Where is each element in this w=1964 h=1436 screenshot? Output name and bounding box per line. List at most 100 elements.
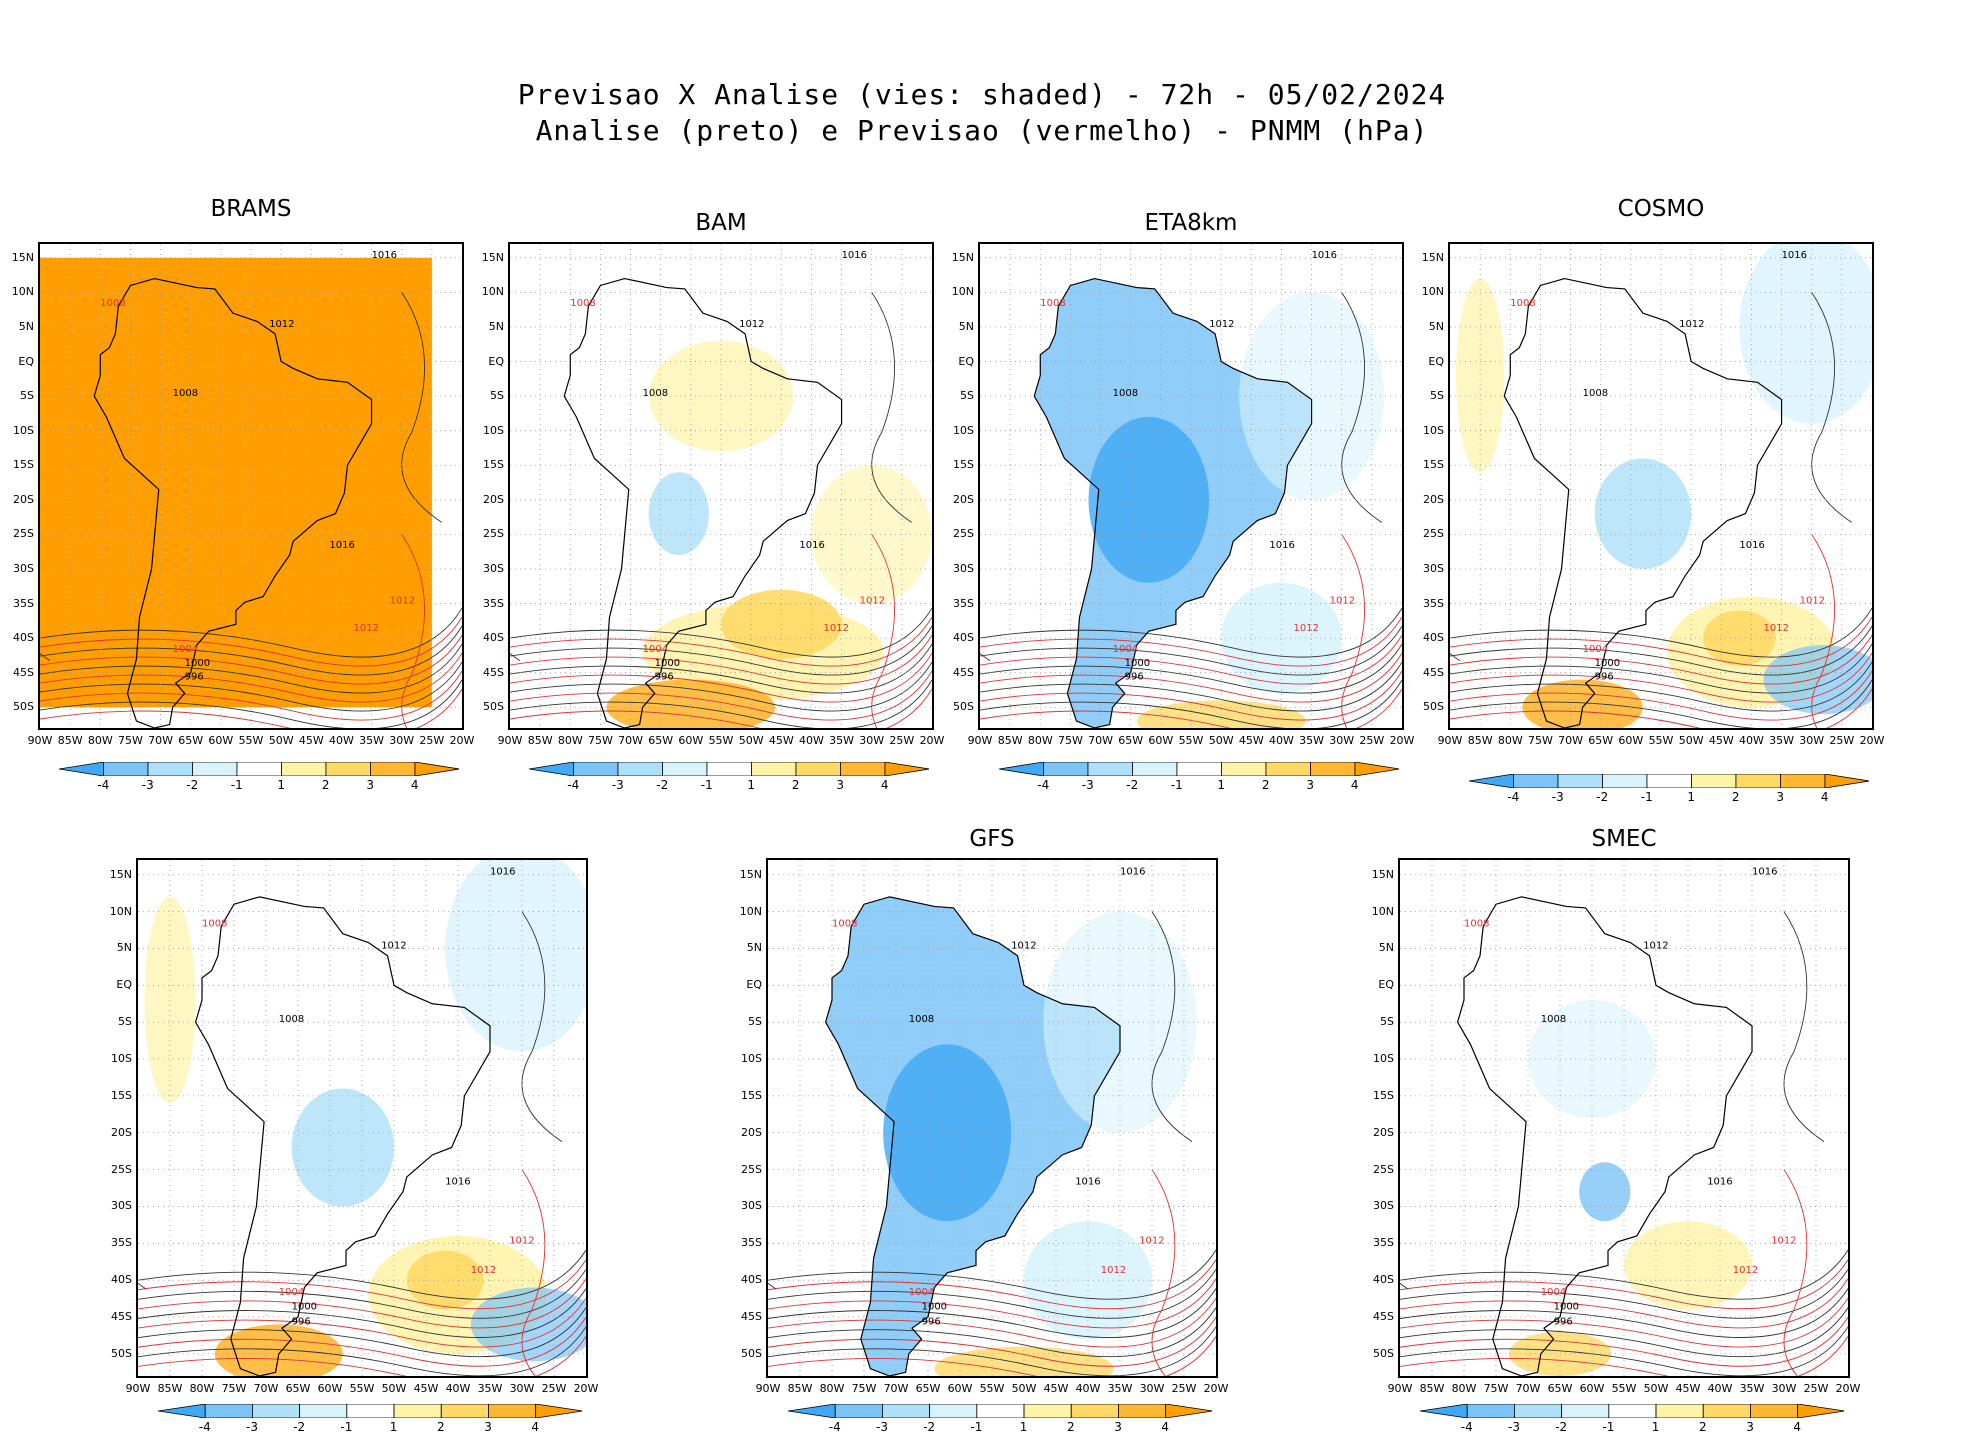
lat-tick-label: 10S <box>1373 1052 1394 1066</box>
lat-tick-label: 40S <box>1423 631 1444 645</box>
lat-tick-label: 45S <box>483 665 504 679</box>
colorbar-segment <box>1309 762 1356 776</box>
isobar-line <box>980 607 1402 658</box>
lon-tick-label: 90W <box>27 734 53 747</box>
lon-tick-label: 45W <box>413 1382 439 1395</box>
lon-tick-label: 50W <box>1643 1382 1669 1395</box>
lat-tick-label: EQ <box>488 354 504 368</box>
lon-tick-label: 75W <box>587 734 613 747</box>
isobar-line <box>768 1317 1216 1367</box>
colorbar-label: -2 <box>293 1420 306 1434</box>
isobar-line <box>1450 652 1872 703</box>
contour-label: 1004 <box>1583 644 1608 655</box>
isobar-line <box>138 1297 586 1348</box>
isobar-line <box>40 688 462 728</box>
colorbar-segment <box>787 1404 836 1418</box>
contour-label: 1008 <box>1113 388 1138 399</box>
bias-shade <box>648 472 709 556</box>
lat-tick-label: 50S <box>741 1346 762 1360</box>
lon-tick-label: 55W <box>1611 1382 1637 1395</box>
lon-tick-label: 70W <box>618 734 643 747</box>
lat-tick-label: 5S <box>20 389 34 403</box>
bias-shade <box>1703 610 1776 666</box>
lon-tick-label: 85W <box>1467 734 1493 747</box>
lon-tick-label: 55W <box>349 1382 375 1395</box>
contour-label: 1012 <box>471 1265 496 1276</box>
panel-title: SMEC <box>1591 826 1657 852</box>
lat-tick-label: 40S <box>1373 1273 1394 1287</box>
colorbar-segment <box>1466 1404 1515 1418</box>
lon-tick-label: 40W <box>1707 1382 1733 1395</box>
contour-label: 1000 <box>1595 658 1620 669</box>
isobar-line <box>768 1278 1216 1329</box>
colorbar-label: -4 <box>1460 1420 1473 1434</box>
colorbar-label: -2 <box>186 778 199 792</box>
colorbar-segment <box>204 1404 253 1418</box>
bias-shade <box>1594 458 1692 569</box>
lon-tick-label: 70W <box>253 1382 279 1395</box>
isobar-line <box>40 679 462 728</box>
lat-tick-label: 35S <box>741 1236 762 1250</box>
colorbar-label: 2 <box>321 778 330 792</box>
lat-tick-label: 35S <box>483 596 504 610</box>
panel-title: BAM <box>695 210 747 236</box>
lon-tick-label: 60W <box>208 734 234 747</box>
contour-label: 1012 <box>381 940 406 951</box>
lon-tick-label: 30W <box>1771 1382 1797 1395</box>
colorbar-label: -4 <box>198 1420 211 1434</box>
contour-label: 1004 <box>1113 644 1138 655</box>
lat-tick-label: 20S <box>1423 492 1444 506</box>
lon-tick-label: 80W <box>819 1382 845 1395</box>
lat-tick-label: 10N <box>481 285 504 299</box>
colorbar-segment <box>487 1404 536 1418</box>
lon-tick-label: 65W <box>178 734 204 747</box>
lon-tick-label: 20W <box>1389 734 1415 747</box>
lon-tick-label: 50W <box>1678 734 1704 747</box>
contour-label: 1008 <box>1583 388 1608 399</box>
lat-tick-label: 10S <box>953 423 974 437</box>
map-svg: 1008 1012 1016 1012 1008 1016 1004 1000 996 1012 <box>40 244 462 728</box>
colorbar-label: -4 <box>828 1420 841 1434</box>
lat-tick-label: 5N <box>1378 941 1394 955</box>
contour-label: 1012 <box>860 596 885 607</box>
colorbar-segment <box>834 1404 883 1418</box>
bias-shade <box>214 1324 343 1376</box>
lat-tick-label: 25S <box>953 527 974 541</box>
contour-label: 1008 <box>1541 1014 1566 1025</box>
colorbar-label: 4 <box>410 778 419 792</box>
isobar-line <box>1783 911 1825 1142</box>
lon-tick-label: 50W <box>1208 734 1234 747</box>
lon-tick-label: 20W <box>919 734 945 747</box>
lon-tick-label: 80W <box>189 1382 215 1395</box>
contour-label: 1008 <box>279 1014 304 1025</box>
lat-tick-label: 40S <box>953 631 974 645</box>
map-svg: 1008 1012 1016 1012 1008 1016 1004 1000 996 1012 <box>980 244 1402 728</box>
figure-title-line1: Previsao X Analise (vies: shaded) - 72h … <box>517 78 1447 111</box>
colorbar-svg <box>998 762 1400 776</box>
contour-label: 996 <box>292 1316 311 1327</box>
isobar-line <box>1450 607 1872 658</box>
bias-shade <box>1528 1000 1656 1118</box>
lat-tick-label: 10S <box>741 1052 762 1066</box>
isobar-line <box>980 634 1402 685</box>
colorbar-segment <box>750 762 797 776</box>
map-frame: 1008 1012 1016 1012 1008 1016 1004 1000 996 1012 <box>978 242 1404 730</box>
isobar-line <box>768 1282 777 1290</box>
lon-tick-label: 20W <box>573 1382 599 1395</box>
lon-tick-label: 30W <box>1139 1382 1165 1395</box>
lon-tick-label: 45W <box>1043 1382 1069 1395</box>
contour-label: 1016 <box>372 250 397 261</box>
lon-tick-label: 75W <box>851 1382 877 1395</box>
isobar-line <box>401 534 425 728</box>
colorbar-label: 3 <box>366 778 375 792</box>
lat-tick-label: 40S <box>483 631 504 645</box>
colorbar-segment <box>191 762 238 776</box>
colorbar-label: -1 <box>340 1420 353 1434</box>
colorbar-label: 1 <box>1651 1420 1660 1434</box>
colorbar-segment <box>706 762 752 776</box>
contour-label: 1012 <box>390 596 415 607</box>
lon-tick-label: 70W <box>1088 734 1113 747</box>
map-svg: 1008 1012 1016 1012 1008 1016 1004 1000 996 1012 <box>510 244 932 728</box>
colorbar-segment <box>1646 774 1692 788</box>
lon-tick-label: 85W <box>157 1382 183 1395</box>
